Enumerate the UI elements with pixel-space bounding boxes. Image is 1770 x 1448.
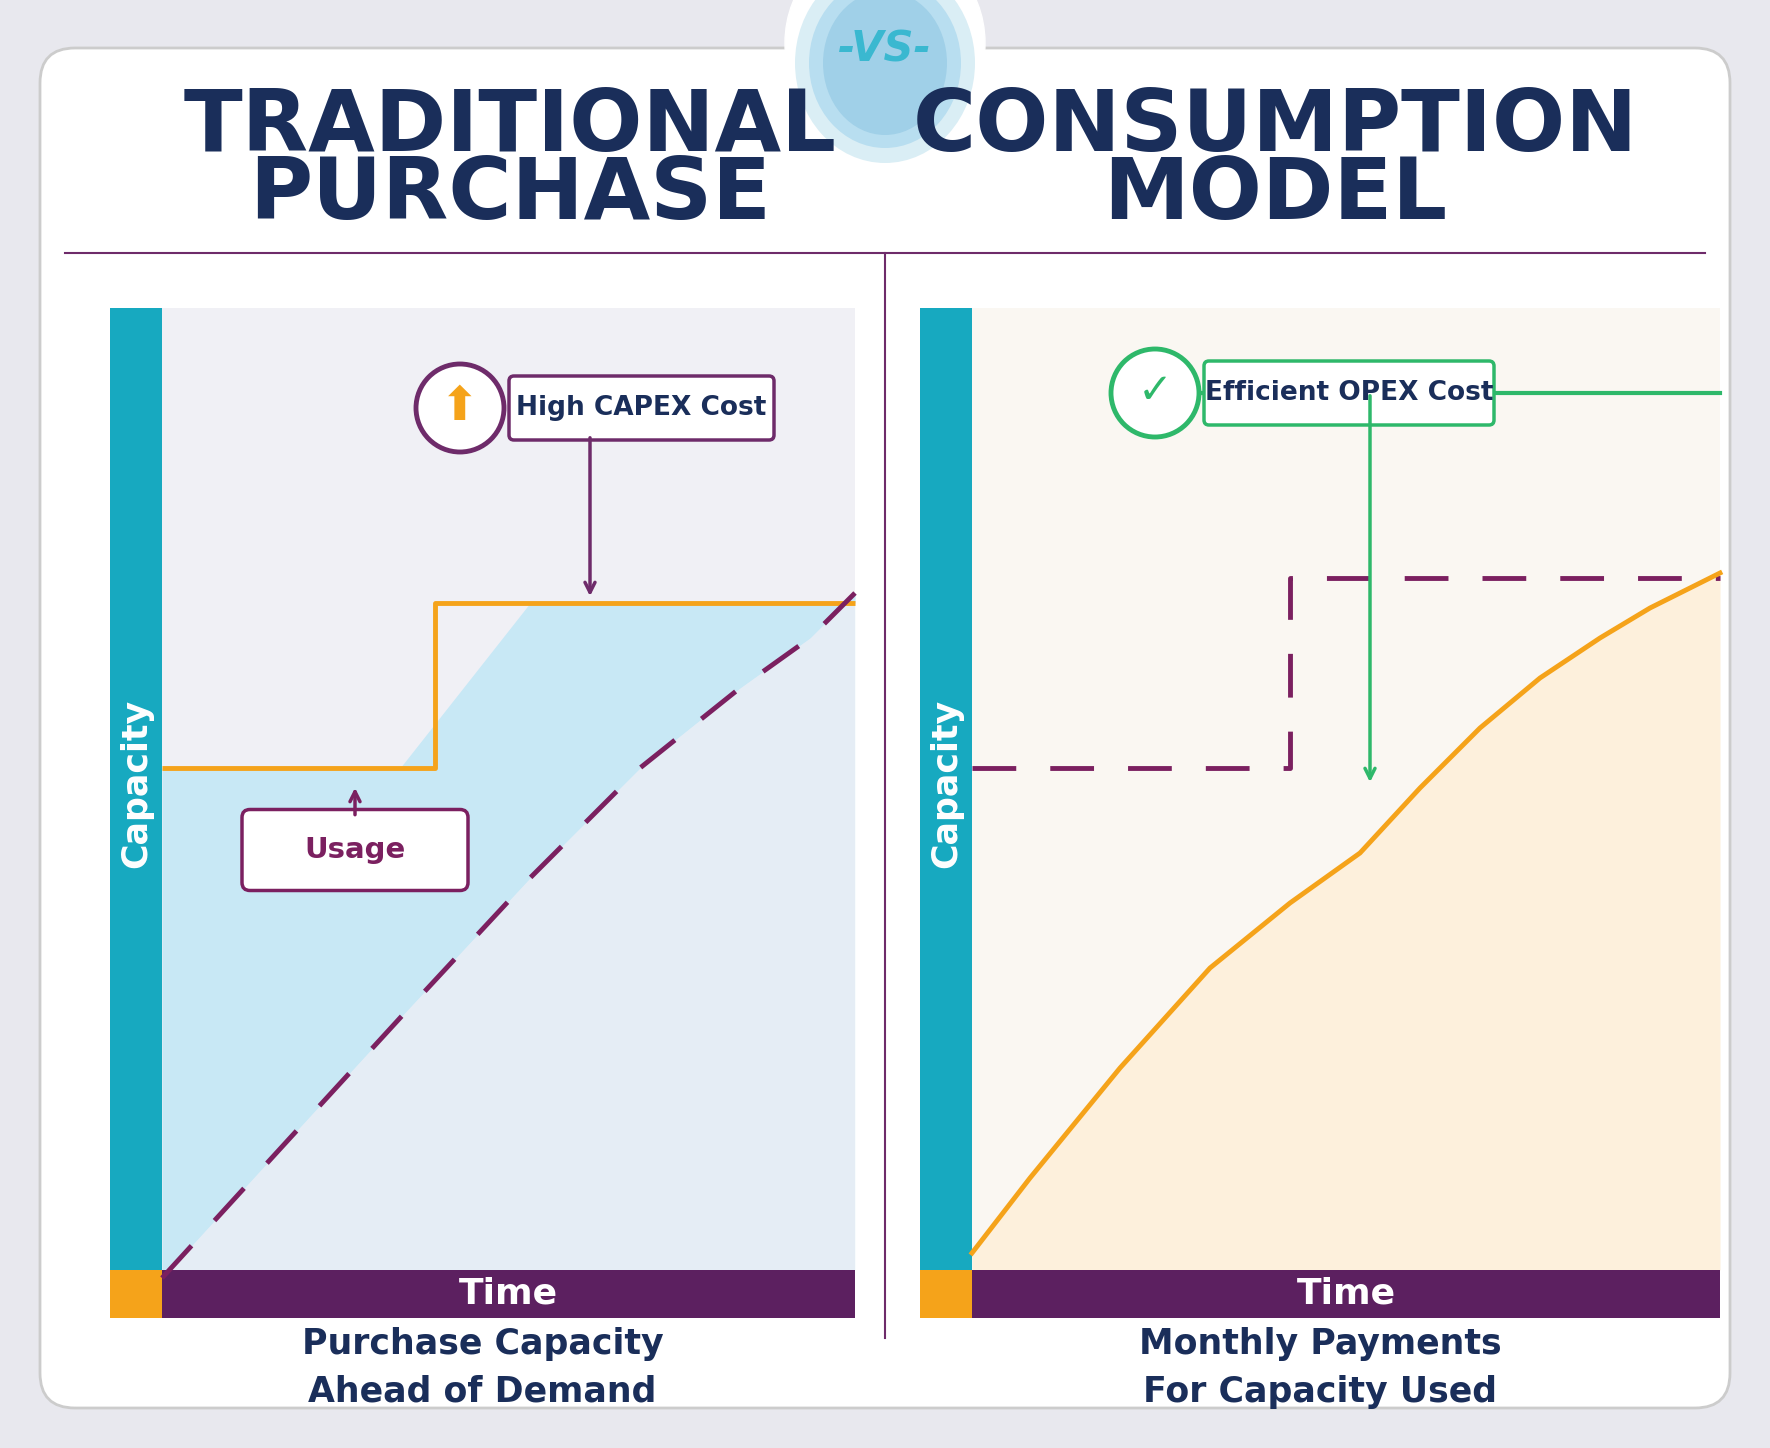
Text: Purchase Capacity
Ahead of Demand: Purchase Capacity Ahead of Demand [301, 1328, 664, 1409]
Ellipse shape [809, 0, 961, 148]
FancyBboxPatch shape [41, 48, 1729, 1407]
Text: CONSUMPTION: CONSUMPTION [912, 87, 1637, 169]
Text: Time: Time [1296, 1277, 1395, 1310]
Ellipse shape [786, 0, 984, 148]
FancyBboxPatch shape [510, 376, 773, 440]
Bar [110, 308, 163, 1318]
Text: -VS-: -VS- [839, 29, 931, 71]
Ellipse shape [823, 0, 947, 135]
Bar [920, 308, 972, 1318]
Text: Capacity: Capacity [119, 698, 152, 867]
FancyBboxPatch shape [242, 809, 467, 891]
Text: Capacity: Capacity [929, 698, 963, 867]
Text: MODEL: MODEL [1103, 155, 1448, 237]
Text: Efficient OPEX Cost: Efficient OPEX Cost [1205, 379, 1494, 405]
FancyBboxPatch shape [1204, 361, 1494, 426]
Bar [163, 308, 855, 1270]
Bar [110, 1270, 163, 1318]
Ellipse shape [795, 0, 975, 164]
Bar [972, 1270, 1720, 1318]
Bar [972, 308, 1720, 1270]
Circle shape [416, 363, 504, 452]
Bar [163, 1270, 855, 1318]
Text: Time: Time [458, 1277, 558, 1310]
Bar [920, 1270, 972, 1318]
Text: Monthly Payments
For Capacity Used: Monthly Payments For Capacity Used [1138, 1328, 1501, 1409]
Text: PURCHASE: PURCHASE [250, 155, 772, 237]
Text: ⬆: ⬆ [441, 385, 480, 430]
Text: Usage: Usage [304, 835, 405, 864]
Text: High CAPEX Cost: High CAPEX Cost [517, 395, 766, 421]
Text: ✓: ✓ [1138, 371, 1172, 413]
Text: TRADITIONAL: TRADITIONAL [184, 87, 837, 169]
Circle shape [1112, 349, 1198, 437]
